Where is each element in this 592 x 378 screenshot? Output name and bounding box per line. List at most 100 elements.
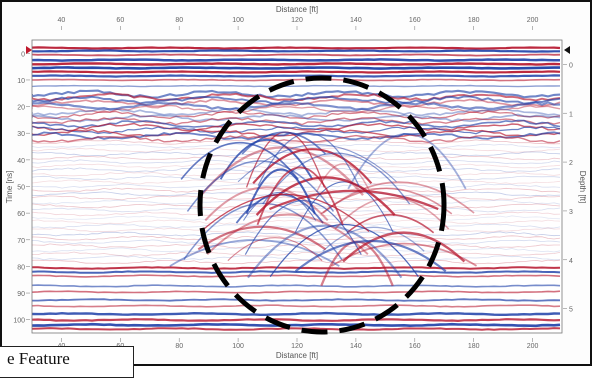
reflection-band [32, 98, 561, 108]
reflection-band [32, 274, 561, 278]
reflection-band [32, 95, 561, 105]
reflection-band [32, 155, 561, 161]
diffraction-arc [322, 181, 475, 214]
diffraction-arc [257, 132, 360, 186]
right-axis-tick-label: 1 [569, 111, 573, 118]
right-axis-tick-label: 3 [569, 209, 573, 216]
reflection-band [32, 122, 561, 132]
surface-marker-right [564, 46, 570, 54]
radargram-plot: Distance [ft] 40 60 80 100 120 140 160 180 200 D… [5, 5, 587, 360]
right-axis-tick-label: 0 [569, 62, 573, 69]
diffraction-arc [346, 214, 435, 234]
left-axis-tick-label: 0 [21, 51, 25, 58]
reflection-band [32, 62, 561, 66]
diffraction-arc [244, 200, 362, 255]
reflection-band [32, 311, 561, 317]
diffraction-arc [334, 197, 450, 230]
right-axis-tick-label: 5 [569, 307, 573, 314]
diffraction-arc [262, 152, 411, 205]
reflection-band [32, 203, 561, 209]
reflection-band [32, 284, 561, 288]
reflection-band [32, 163, 561, 169]
reflection-band [32, 199, 561, 205]
reflection-band [32, 227, 561, 233]
bottom-axis-tick-label: 180 [468, 343, 480, 350]
left-axis-tick-label: 100 [13, 318, 25, 325]
reflection-band [32, 143, 561, 149]
diffraction-arc [237, 144, 397, 183]
diffraction-arc [255, 176, 396, 216]
reflection-band [32, 128, 561, 138]
reflection-band [32, 159, 561, 165]
reflection-band [32, 110, 561, 120]
diffraction-arc [197, 225, 327, 251]
radargram-figure: Distance [ft] 40 60 80 100 120 140 160 180 200 D… [0, 0, 592, 366]
diffraction-arc [219, 139, 314, 180]
left-axis-tick-label: 20 [17, 105, 25, 112]
reflection-band [32, 53, 561, 57]
diffraction-arc [204, 186, 329, 222]
reflection-band [32, 243, 560, 249]
reflection-band [32, 78, 561, 82]
top-axis-title: Distance [ft] [276, 5, 318, 14]
reflection-band [32, 318, 561, 323]
surface-marker-left [26, 46, 32, 54]
bottom-axis-tick-label: 140 [350, 343, 362, 350]
diffraction-arc [227, 237, 323, 262]
top-axis-ticks: 40 60 80 100 120 140 160 180 200 [58, 17, 539, 30]
top-axis-tick-label: 100 [232, 17, 244, 24]
reflection-band [32, 46, 561, 50]
reflection-band [32, 187, 561, 193]
reflection-band [32, 74, 561, 78]
top-axis-tick-label: 160 [409, 17, 421, 24]
top-axis-tick-label: 180 [468, 17, 480, 24]
reflection-band [32, 304, 561, 308]
top-axis-tick-label: 40 [58, 17, 66, 24]
reflection-band [32, 259, 561, 265]
reflection-band [32, 251, 561, 257]
bottom-axis-tick-label: 200 [527, 343, 539, 350]
diffraction-arc [206, 213, 369, 255]
diffraction-arc [247, 224, 403, 279]
diffraction-arc [269, 224, 419, 278]
bottom-axis-tick-label: 120 [291, 343, 303, 350]
diffraction-arc [320, 187, 453, 215]
reflection-band [32, 58, 561, 62]
reflection-band [32, 255, 561, 261]
reflection-band [32, 290, 561, 294]
bottom-axis-title: Distance [ft] [276, 351, 318, 360]
reflection-band [32, 101, 561, 111]
reflection-band [32, 298, 561, 302]
right-axis-tick-label: 4 [569, 258, 573, 265]
bottom-axis-tick-label: 160 [409, 343, 421, 350]
left-axis-ticks: 0 10 20 30 40 50 60 70 80 90 100 [13, 51, 30, 325]
reflection-band [32, 66, 560, 70]
reflection-band [32, 211, 561, 217]
top-axis-tick-label: 200 [527, 17, 539, 24]
top-axis-tick-label: 120 [291, 17, 303, 24]
diffraction-arc [241, 131, 327, 155]
diffraction-arc [243, 192, 317, 221]
left-axis-tick-label: 70 [17, 238, 25, 245]
reflection-band [32, 219, 561, 225]
reflection-band [32, 49, 560, 53]
reflection-band [32, 175, 561, 181]
left-axis-title: Time [ns] [5, 171, 14, 204]
reflection-band [32, 270, 561, 274]
reflection-band [32, 247, 561, 253]
diffraction-arc [186, 160, 335, 212]
caption-box: e Feature [0, 346, 134, 378]
diffraction-arc [322, 226, 425, 252]
bottom-axis-tick-label: 80 [175, 343, 183, 350]
top-axis-tick-label: 80 [175, 17, 183, 24]
diffraction-arc [268, 189, 439, 211]
reflection-band [32, 134, 561, 144]
reflection-band [32, 235, 561, 241]
diffraction-hyperbolas [169, 131, 478, 287]
top-axis-tick-label: 140 [350, 17, 362, 24]
left-axis-tick-label: 90 [17, 291, 25, 298]
reflection-band [32, 322, 561, 328]
diffraction-arc [245, 168, 316, 215]
reflection-band [32, 266, 561, 270]
reflection-band [32, 207, 561, 213]
